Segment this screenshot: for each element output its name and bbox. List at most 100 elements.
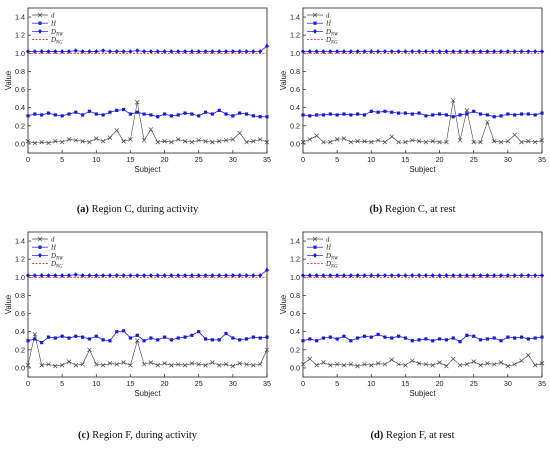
point-d [464,108,470,113]
point-d [66,359,72,364]
chart-panel-c: 0.0 0.2 0.4 0.6 0.8 1.0 1.2 1.4 0 5 10 15 20 25 30 35 Su… [0,224,275,448]
point-H [244,112,249,116]
point-DNW [80,49,85,54]
point-H [308,114,312,118]
point-H [26,339,30,343]
point-d [216,138,222,144]
point-DNW [410,49,415,54]
point-H [540,335,544,339]
point-H [321,336,326,340]
x-tick-label: 5 [60,379,64,388]
x-tick-label: 20 [161,155,169,164]
point-DNW [471,49,476,54]
y-tick-label: 0.4 [15,103,25,112]
point-d [182,138,188,144]
x-axis-label: Subject [134,389,161,398]
point-d [539,138,545,143]
point-H [362,113,367,117]
point-H [101,338,105,342]
point-d [512,362,517,367]
point-d [182,362,188,368]
point-d [382,362,388,367]
point-H [410,339,414,343]
point-d [100,138,106,144]
point-DNW [264,43,270,49]
y-tick-label: 0.6 [290,309,300,318]
point-H [128,336,133,340]
point-DNW [182,49,188,54]
point-d [321,360,326,365]
point-d [464,362,470,367]
x-tick-label: 0 [301,155,305,164]
point-d [437,360,442,365]
point-d [307,137,313,142]
point-d [169,362,174,368]
point-H [53,336,57,340]
point-H [424,114,428,118]
caption-d-text: Region F, at rest [385,430,455,441]
point-H [444,113,448,117]
point-d [410,138,415,143]
point-H [101,113,105,117]
point-d [230,137,236,142]
point-d [457,138,463,143]
point-d [237,361,242,366]
y-tick-label: 0.2 [15,121,25,130]
point-DNW [66,49,72,54]
point-H [417,338,421,342]
point-H [444,338,448,342]
point-d [444,139,449,145]
point-H [81,335,85,339]
x-tick-label: 35 [263,155,271,164]
y-tick-label: 1.4 [15,13,25,22]
point-H [356,336,360,340]
point-DNW [264,267,270,273]
point-d [32,332,38,337]
point-H [81,113,85,117]
legend-label: H [50,21,57,28]
point-DNW [300,273,306,278]
point-d [498,360,504,365]
point-H [383,335,387,339]
point-H [94,112,98,116]
point-H [183,335,187,339]
x-tick-label: 15 [126,379,134,388]
point-d [257,362,263,367]
legend-label: H [325,21,332,28]
point-H [315,113,319,117]
point-DNW [369,49,374,54]
point-H [349,113,353,117]
x-tick-label: 35 [538,379,546,388]
point-H [149,113,153,117]
point-d [94,136,99,141]
y-tick-label: 1.0 [290,49,300,58]
legend-label: d [51,237,55,244]
point-d [39,139,44,145]
point-H [265,115,269,119]
point-d [314,362,319,368]
point-H [472,334,476,338]
point-d [423,139,429,145]
point-H [40,113,44,117]
point-H [197,114,201,118]
caption-d-id: (d) [370,430,384,441]
point-d [362,362,367,367]
point-H [244,337,249,341]
point-H [301,113,305,117]
point-d [389,357,395,363]
point-d [369,362,374,368]
point-H [156,338,160,342]
point-H [203,110,208,114]
point-d [107,135,113,140]
series-line-H [27,109,267,118]
point-DNW [321,273,326,278]
point-d [59,362,65,368]
point-H [265,335,269,339]
point-DNW [519,49,524,54]
point-d [87,347,92,353]
point-H [349,339,353,343]
point-H [362,334,367,338]
legend-label: DNW [50,253,64,262]
point-d [471,139,476,145]
